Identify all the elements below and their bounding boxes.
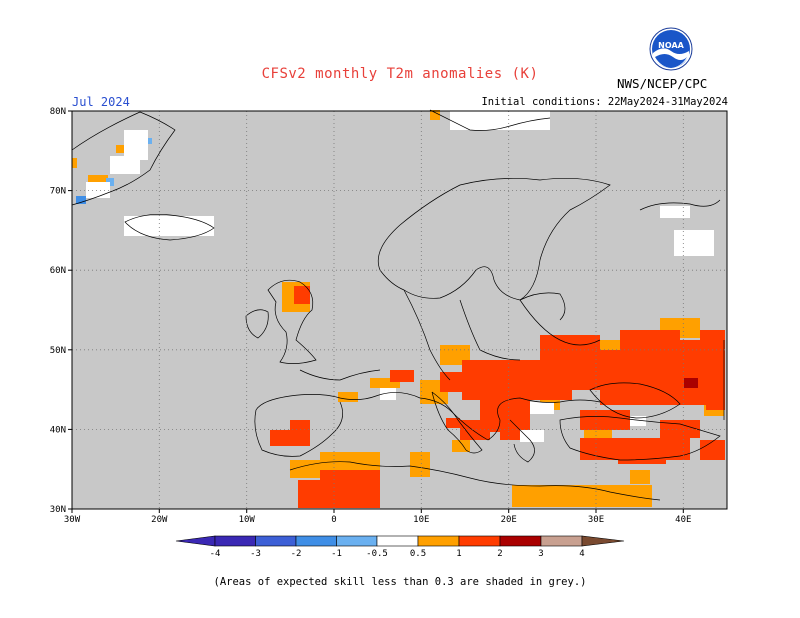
tick-marks [68,110,684,513]
colorbar-segment [336,535,378,547]
colorbar-segment [376,535,419,547]
map-title: CFSv2 monthly T2m anomalies (K) [261,66,539,82]
colorbar-label: -2 [291,549,302,559]
colorbar-label: -1 [331,549,342,559]
lon-tick-label: 10E [413,515,429,525]
colorbar-low-arrow [175,535,216,547]
lon-tick-label: 20W [151,515,168,525]
noaa-logo-icon: NOAA [649,27,693,71]
colorbar-label: -3 [250,549,261,559]
lat-tick-label: 60N [50,266,66,276]
lon-tick-label: 10W [239,515,256,525]
colorbar-label: 2 [497,549,502,559]
colorbar-high-arrow [581,535,625,547]
colorbar-segment [417,535,460,547]
colorbar-segment [255,535,297,547]
colorbar-labels: -4 -3 -2 -1 -0.5 0.5 1 2 3 4 [210,549,585,559]
colorbar-label: 0.5 [410,549,426,559]
lat-tick-label: 80N [50,107,66,117]
skill-footnote: (Areas of expected skill less than 0.3 a… [213,576,587,588]
colorbar-segment [540,535,583,547]
colorbar-label: 3 [538,549,543,559]
lon-tick-label: 30E [588,515,604,525]
colorbar-label: 1 [456,549,461,559]
lat-tick-label: 30N [50,505,66,515]
lon-tick-label: 40E [675,515,691,525]
lat-tick-label: 40N [50,425,66,435]
anomaly-cells-white [86,110,714,442]
colorbar-segment [458,535,501,547]
colorbar [175,535,625,547]
map-frame [71,110,728,510]
forecast-month-label: Jul 2024 [72,95,130,109]
colorbar-label: -4 [210,549,221,559]
colorbar-segment [295,535,337,547]
lon-tick-label: 0 [331,515,336,525]
initial-conditions-label: Initial conditions: 22May2024-31May2024 [481,96,728,108]
colorbar-label: -0.5 [366,549,388,559]
anomaly-cells-red [270,286,725,508]
lat-tick-labels: 80N 70N 60N 50N 40N 30N [50,107,66,515]
colorbar-label: 4 [579,549,584,559]
svg-text:NOAA: NOAA [658,41,684,50]
lon-tick-label: 20E [501,515,517,525]
lon-tick-label: 30W [64,515,81,525]
colorbar-segment [214,535,256,547]
agency-label: NWS/NCEP/CPC [617,76,708,91]
lat-tick-label: 50N [50,346,66,356]
colorbar-segment [499,535,542,547]
anomaly-cells-darkred [684,378,698,388]
lon-tick-labels: 30W 20W 10W 0 10E 20E 30E 40E [64,515,692,525]
lat-tick-label: 70N [50,187,66,197]
